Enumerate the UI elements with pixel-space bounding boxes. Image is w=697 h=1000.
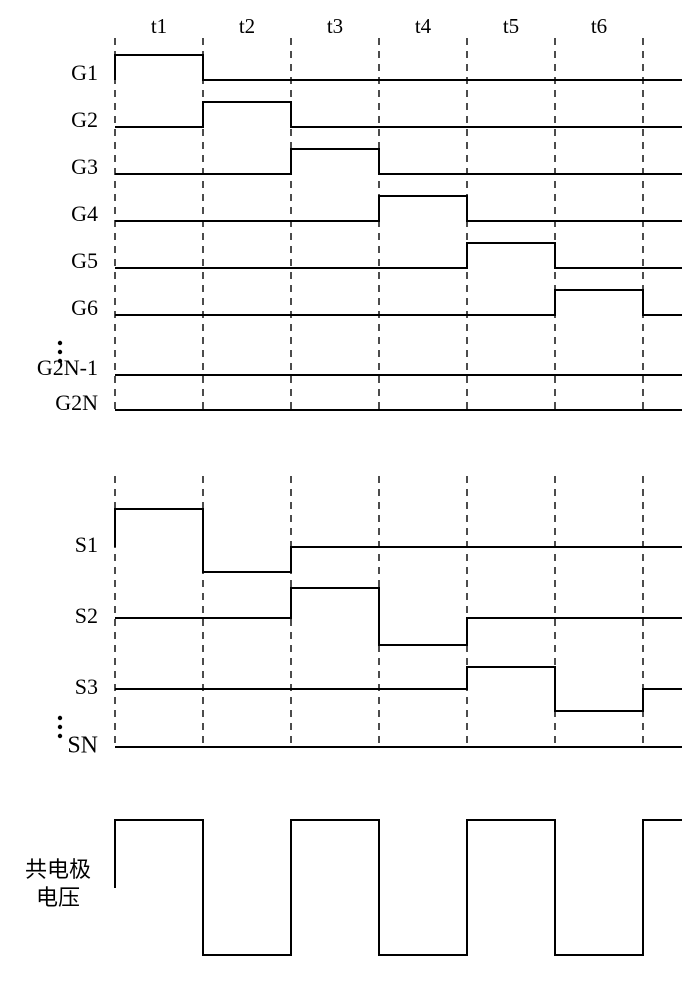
svg-text:S3: S3 [75,674,98,699]
svg-text:G6: G6 [71,295,98,320]
common-electrode-panel: 共电极电压 [25,820,682,955]
svg-text:SN: SN [67,733,98,759]
signal-G1 [115,55,682,80]
ellipsis-dot [58,716,62,720]
svg-text:G2N-1: G2N-1 [37,355,98,380]
ellipsis-dot [58,350,62,354]
signal-S3 [115,667,682,711]
signal-G5 [115,243,682,268]
svg-text:t6: t6 [591,14,607,38]
ellipsis-dot [58,341,62,345]
signal-G2 [115,102,682,127]
svg-text:t2: t2 [239,14,255,38]
ellipsis-dot [58,359,62,363]
common-electrode-wave [115,820,682,955]
svg-text:共电极: 共电极 [25,857,91,882]
ellipsis-dot [58,734,62,738]
ellipsis-dot [58,725,62,729]
svg-text:t3: t3 [327,14,343,38]
gate-panel-guides [115,38,643,410]
svg-text:G5: G5 [71,248,98,273]
svg-text:G2: G2 [71,107,98,132]
signal-S1 [115,509,682,572]
gate-signals-panel: G1 G2 G3 G4 G5 G6 G2N-1 G2N [37,55,682,415]
time-axis-labels: t1 t2 t3 t4 t5 t6 [151,14,607,38]
svg-text:S2: S2 [75,603,98,628]
svg-text:S1: S1 [75,532,98,557]
svg-text:t1: t1 [151,14,167,38]
signal-G3 [115,149,682,174]
svg-text:电压: 电压 [36,885,80,910]
timing-diagram-figure: t1 t2 t3 t4 t5 t6 G1 G2 G3 G4 G5 G6 G2N-1 G2N S1 S2 S3… [0,0,697,1000]
signal-G4 [115,196,682,221]
signal-G6 [115,290,682,315]
svg-text:G1: G1 [71,60,98,85]
svg-text:t5: t5 [503,14,519,38]
source-signals-panel: S1 S2 S3 SN [58,509,682,759]
svg-text:G4: G4 [71,201,98,226]
signal-S2 [115,588,682,645]
svg-text:G2N: G2N [55,390,98,415]
svg-text:G3: G3 [71,154,98,179]
svg-text:t4: t4 [415,14,432,38]
source-panel-guides [115,476,643,747]
